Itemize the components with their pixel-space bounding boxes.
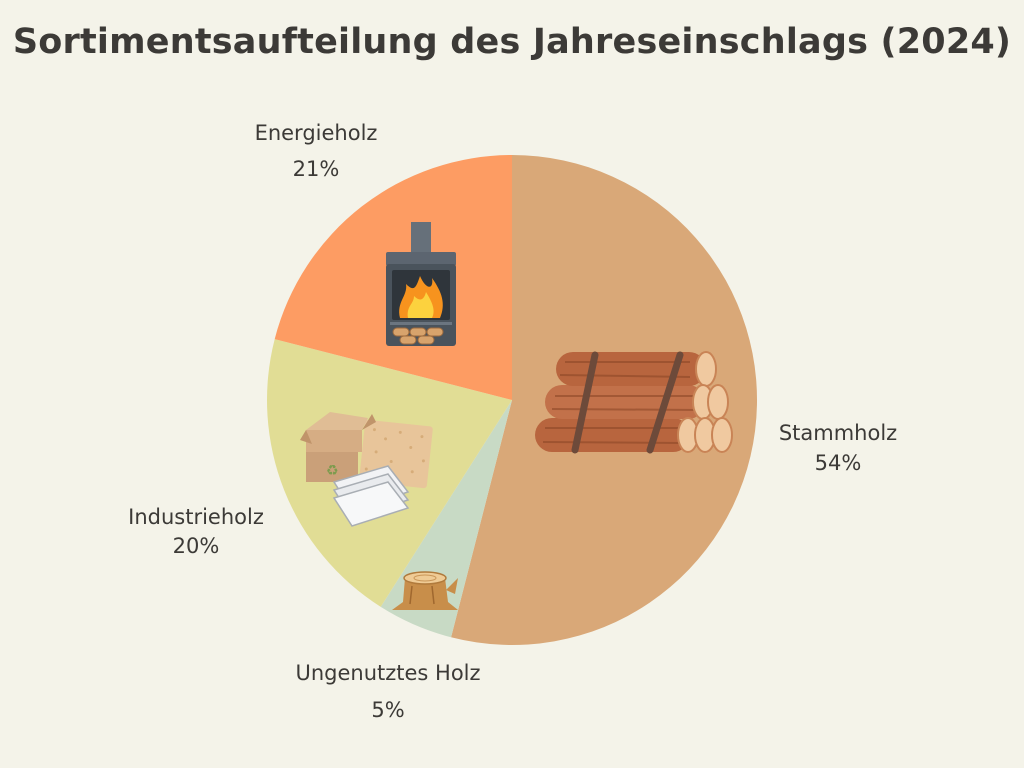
wood-stove-icon [386,222,456,346]
tree-stump-icon [392,571,458,610]
svg-text:♻: ♻ [326,463,339,479]
chart-title: Sortimentsaufteilung des Jahreseinschlag… [12,22,1012,62]
slice-name-label: Ungenutztes Holz [295,661,480,685]
slice-percent-label: 5% [371,698,404,722]
slice-name-label: Energieholz [255,121,378,145]
slice-percent-label: 54% [815,451,862,475]
paper-boxes-icon: ♻ [300,412,433,527]
slice-name-label: Stammholz [779,421,897,445]
slice-name-label: Industrieholz [128,505,264,529]
slice-percent-label: 20% [173,534,220,558]
slice-percent-label: 21% [293,157,340,181]
log-stack-icon [535,351,733,454]
